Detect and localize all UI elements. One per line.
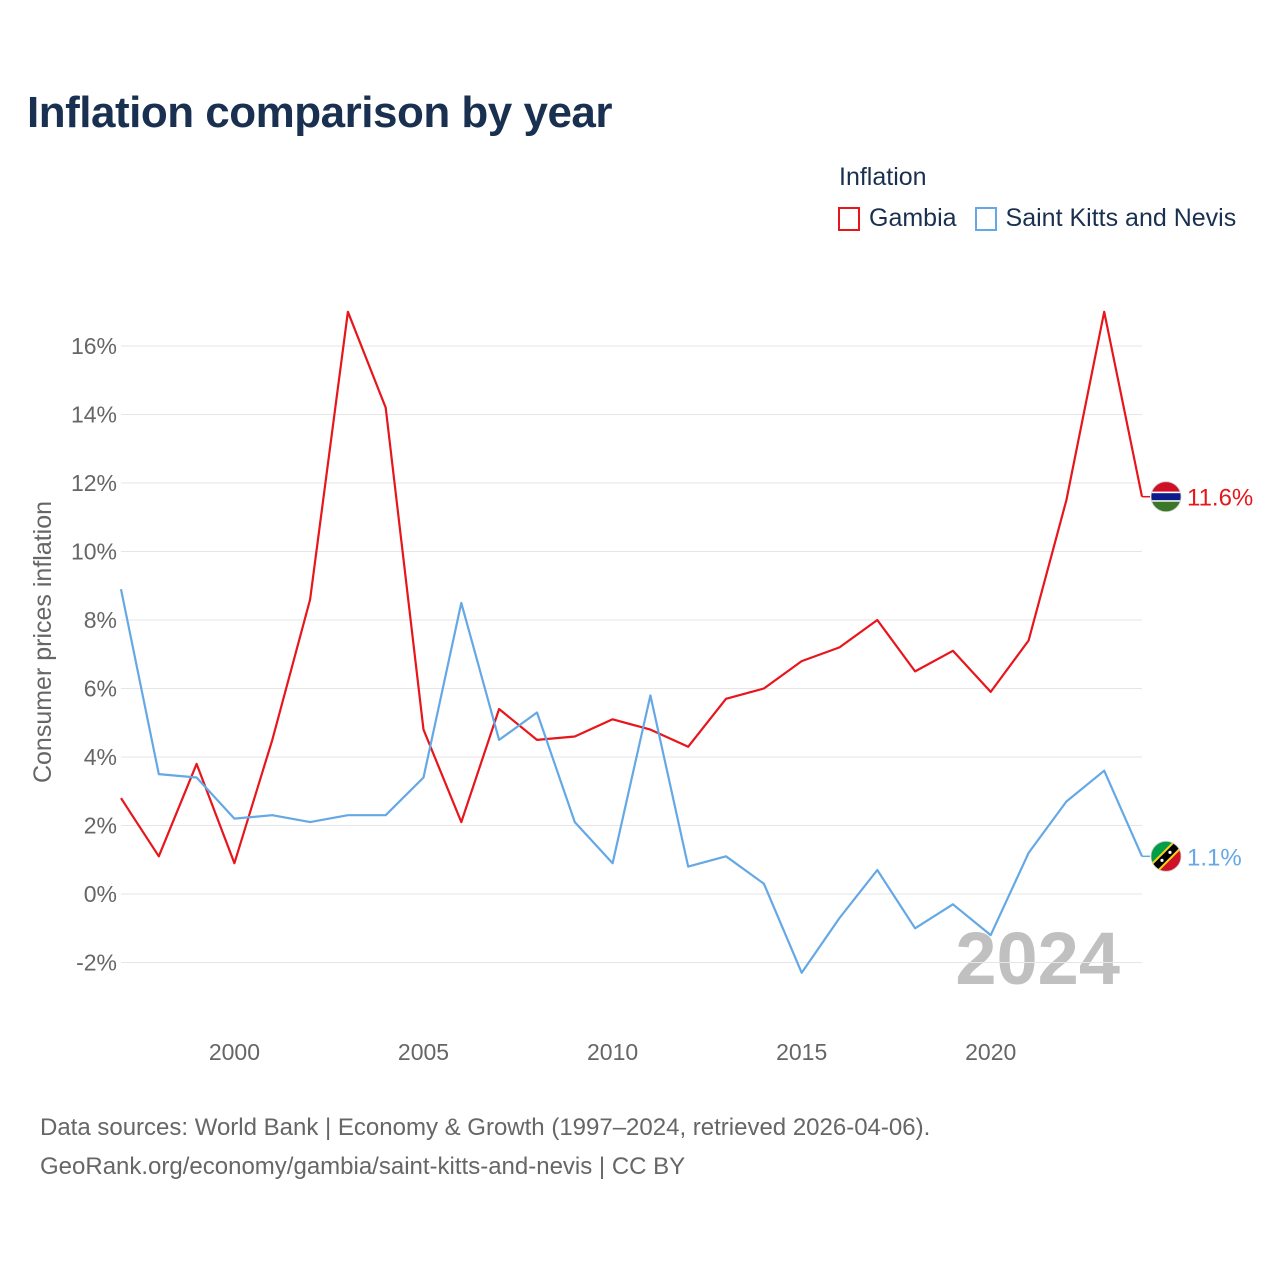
y-tick-label: 0%	[84, 881, 117, 907]
x-tick-label: 2005	[398, 1039, 449, 1065]
y-tick-label: 2%	[84, 813, 117, 839]
y-tick-label: 12%	[71, 470, 117, 496]
y-tick-label: -2%	[76, 950, 117, 976]
x-tick-label: 2000	[209, 1039, 260, 1065]
grid	[121, 345, 1142, 963]
end-label-saint-kitts-and-nevis: 1.1%	[1187, 844, 1242, 871]
legend-swatch-saint-kitts-and-nevis	[974, 206, 997, 231]
x-tick-label: 2010	[587, 1039, 638, 1065]
y-tick-label: 4%	[84, 744, 117, 770]
legend: Gambia Saint Kitts and Nevis	[838, 204, 1254, 233]
end-markers: 11.6% 1.1%	[1142, 481, 1253, 872]
series-line-saint-kitts-and-nevis	[119, 588, 1144, 974]
y-tick-label: 10%	[71, 539, 117, 565]
end-label-gambia: 11.6%	[1187, 485, 1253, 512]
legend-swatch-gambia	[838, 206, 860, 231]
legend-item-saint-kitts-and-nevis[interactable]: Saint Kitts and Nevis	[974, 204, 1237, 233]
x-axis: 2000 2005 2010 2015 2020	[209, 1039, 1016, 1065]
source-line-1: Data sources: World Bank | Economy & Gro…	[40, 1114, 931, 1141]
y-tick-label: 14%	[71, 402, 117, 428]
x-tick-label: 2020	[965, 1039, 1016, 1065]
saint-kitts-and-nevis-flag-icon	[1150, 840, 1182, 872]
series-lines	[119, 310, 1144, 974]
chart-title: Inflation comparison by year	[27, 88, 613, 137]
y-axis: -2% 0% 2% 4% 6% 8% 10% 12% 14% 16%	[71, 333, 117, 976]
year-watermark: 2024	[955, 917, 1120, 1000]
legend-title: Inflation	[839, 163, 927, 191]
y-tick-label: 8%	[84, 607, 117, 633]
gambia-flag-icon	[1150, 481, 1182, 513]
source-line-2[interactable]: GeoRank.org/economy/gambia/saint-kitts-a…	[40, 1153, 686, 1180]
y-axis-label: Consumer prices inflation	[29, 501, 57, 783]
legend-item-gambia[interactable]: Gambia	[838, 204, 957, 233]
y-tick-label: 16%	[71, 333, 117, 359]
x-tick-label: 2015	[776, 1039, 827, 1065]
data-source: Data sources: World Bank | Economy & Gro…	[40, 1108, 930, 1186]
y-tick-label: 6%	[84, 676, 117, 702]
series-line-gambia	[120, 310, 1144, 865]
legend-label-gambia: Gambia	[869, 204, 957, 232]
legend-label-saint-kitts-and-nevis: Saint Kitts and Nevis	[1005, 204, 1237, 232]
